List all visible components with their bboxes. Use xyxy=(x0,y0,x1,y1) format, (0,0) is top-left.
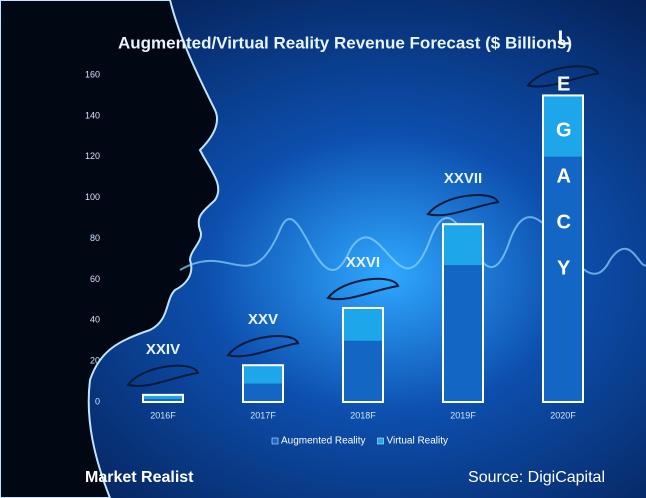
bar-segment xyxy=(243,365,283,384)
bar-outline xyxy=(342,306,384,403)
x-tick-label: 2019F xyxy=(450,410,476,420)
annotation: XXIV xyxy=(146,341,180,358)
logo-swoosh xyxy=(126,364,200,387)
legend-label: Augmented Reality xyxy=(281,436,366,447)
brand: Market Realist xyxy=(85,469,194,486)
bar-segment xyxy=(443,265,483,402)
y-tick-label: 60 xyxy=(90,274,100,284)
chart-title: Augmented/Virtual Reality Revenue Foreca… xyxy=(118,33,572,52)
bar-segment xyxy=(143,398,183,402)
bar-segment xyxy=(443,224,483,266)
bar-outline xyxy=(242,364,284,403)
y-tick-label: 160 xyxy=(85,69,100,79)
bar-segment xyxy=(543,156,583,402)
bar-outline xyxy=(542,94,584,403)
bar-segment xyxy=(343,340,383,402)
bar-outline xyxy=(442,223,484,403)
y-tick-label: 140 xyxy=(85,110,100,120)
bar-segment xyxy=(143,394,183,399)
bar-segment xyxy=(543,95,583,157)
annotation: XXVII xyxy=(444,170,482,187)
x-tick-label: 2018F xyxy=(350,410,376,420)
bar-outline xyxy=(142,393,184,403)
y-tick-label: 0 xyxy=(95,396,100,406)
y-tick-label: 40 xyxy=(90,315,100,325)
legend-label: Virtual Reality xyxy=(387,436,449,447)
face-silhouette xyxy=(0,0,220,498)
y-tick-label: 20 xyxy=(90,356,100,366)
annotation: XXV xyxy=(248,311,278,328)
legend-swatch xyxy=(271,437,279,445)
bar-segment xyxy=(243,383,283,402)
logo-swoosh xyxy=(426,194,500,217)
source: Source: DigiCapital xyxy=(468,469,605,486)
logo-swoosh xyxy=(226,335,300,358)
logo-swoosh xyxy=(326,277,400,301)
y-tick-label: 120 xyxy=(85,151,100,161)
legend-swatch xyxy=(377,437,384,445)
bar-segment xyxy=(343,307,383,341)
x-tick-label: 2020F xyxy=(550,410,576,420)
bar-label: LEGACY xyxy=(553,27,575,303)
x-tick-label: 2017F xyxy=(250,410,276,420)
y-tick-label: 80 xyxy=(90,233,100,243)
annotation: XXVI xyxy=(346,254,380,271)
logo-swoosh xyxy=(526,65,600,88)
x-tick-label: 2016F xyxy=(150,410,176,420)
y-tick-label: 100 xyxy=(85,192,100,202)
